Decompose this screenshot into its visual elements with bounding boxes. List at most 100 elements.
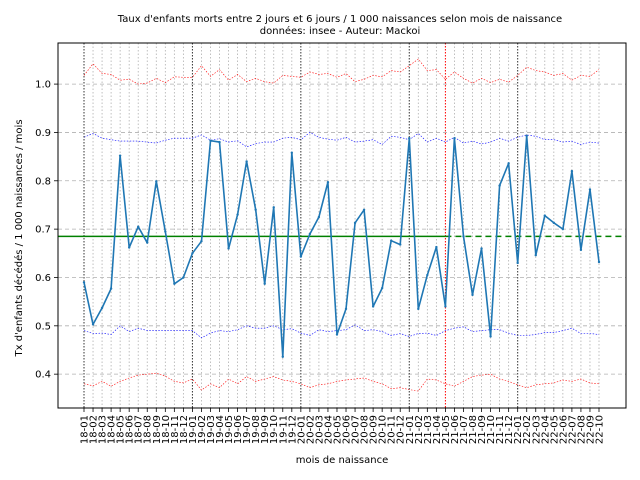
series-line-taux xyxy=(83,135,600,358)
band-line-borne-haute-95 xyxy=(83,132,600,148)
data-point xyxy=(426,273,429,277)
data-point xyxy=(516,261,519,265)
x-tick-label: 19-03 xyxy=(206,415,217,444)
data-point xyxy=(155,180,158,183)
x-tick-label: 19-01 xyxy=(188,415,199,444)
x-tick-label: 20-11 xyxy=(387,415,398,444)
data-point xyxy=(371,305,375,308)
x-tick-label: 22-07 xyxy=(567,415,578,444)
x-tick-label: 21-02 xyxy=(414,415,425,444)
x-tick-label: 21-08 xyxy=(468,415,479,444)
data-point xyxy=(444,305,447,308)
data-point xyxy=(417,307,420,311)
y-tick-label: 0.8 xyxy=(35,176,51,187)
x-tick-label: 18-09 xyxy=(152,415,163,444)
data-point xyxy=(100,306,104,310)
data-point xyxy=(209,139,212,142)
x-tick-label: 19-11 xyxy=(278,415,289,444)
x-tick-label: 19-05 xyxy=(224,415,235,444)
x-tick-label: 18-01 xyxy=(80,415,91,444)
x-tick-label: 20-06 xyxy=(342,415,353,444)
data-point xyxy=(227,247,230,250)
x-tick-label: 21-06 xyxy=(450,415,461,444)
x-tick-label: 20-05 xyxy=(332,415,343,444)
x-tick-label: 22-10 xyxy=(595,415,606,444)
data-point xyxy=(245,160,248,163)
x-tick-label: 20-04 xyxy=(323,415,334,444)
data-point xyxy=(218,140,221,144)
x-tick-label: 19-02 xyxy=(197,415,208,444)
x-tick-label: 19-06 xyxy=(233,415,244,444)
data-point xyxy=(118,154,122,157)
band-line-borne-basse-95 xyxy=(83,324,600,339)
data-point xyxy=(362,208,366,211)
data-point xyxy=(525,134,528,138)
data-point xyxy=(552,221,556,225)
data-point xyxy=(173,282,176,285)
x-tick-label: 18-06 xyxy=(125,415,136,444)
band-line-borne-basse-99 xyxy=(83,372,600,392)
chart-subtitle: données: insee - Auteur: Mackoi xyxy=(260,25,420,37)
data-point xyxy=(507,162,510,165)
x-tick-label: 22-05 xyxy=(549,415,560,444)
x-tick-label: 20-01 xyxy=(296,415,307,444)
data-point xyxy=(570,169,574,173)
data-point xyxy=(588,188,592,191)
reference-lines xyxy=(58,43,626,408)
x-tick-label: 19-12 xyxy=(287,415,298,444)
y-tick-label: 0.9 xyxy=(35,128,51,139)
band-line-borne-haute-99 xyxy=(83,58,600,85)
y-axis: 0.4 0.5 0.6 0.7 0.8 0.9 1.0 xyxy=(35,80,58,381)
data-point xyxy=(435,245,438,249)
data-point xyxy=(462,235,465,238)
series-layer xyxy=(82,134,601,358)
confidence-bands xyxy=(83,58,600,392)
y-tick-label: 0.7 xyxy=(35,225,51,236)
x-axis-label: mois de naissance xyxy=(296,455,389,466)
data-point xyxy=(534,254,537,257)
data-point xyxy=(480,247,483,250)
data-point xyxy=(380,286,384,290)
x-tick-label: 20-02 xyxy=(305,415,316,444)
x-tick-label: 20-07 xyxy=(351,415,362,444)
data-point xyxy=(317,215,321,219)
x-tick-label: 22-06 xyxy=(558,415,569,444)
data-point xyxy=(281,355,284,358)
data-point xyxy=(408,137,411,140)
data-point xyxy=(543,214,546,217)
x-tick-label: 21-11 xyxy=(495,415,506,444)
data-point xyxy=(182,276,185,279)
data-point xyxy=(109,287,113,290)
x-tick-label: 22-09 xyxy=(585,415,596,444)
data-point xyxy=(335,333,339,336)
x-tick-label: 18-04 xyxy=(107,415,118,444)
x-tick-label: 21-05 xyxy=(441,415,452,444)
data-point xyxy=(344,307,348,311)
data-point xyxy=(299,255,303,258)
x-tick-label: 18-02 xyxy=(89,415,100,444)
x-tick-label: 20-08 xyxy=(360,415,371,444)
x-tick-label: 18-05 xyxy=(116,415,127,444)
data-point xyxy=(597,260,601,264)
data-point xyxy=(127,246,131,249)
x-tick-label: 18-12 xyxy=(179,415,190,444)
data-point xyxy=(489,335,492,338)
plot-frame xyxy=(57,42,627,409)
x-tick-label: 21-04 xyxy=(432,415,443,444)
data-point xyxy=(236,213,239,216)
x-tick-label: 19-07 xyxy=(242,415,253,444)
data-point xyxy=(263,282,266,285)
x-tick-label: 20-03 xyxy=(314,415,325,444)
data-point xyxy=(146,241,149,244)
data-point xyxy=(191,252,194,255)
x-tick-label: 21-01 xyxy=(405,415,416,444)
x-tick-label: 18-03 xyxy=(98,415,109,444)
x-tick-label: 22-01 xyxy=(513,415,524,444)
data-point xyxy=(82,281,86,284)
x-tick-label: 21-12 xyxy=(504,415,515,444)
data-point xyxy=(272,206,275,209)
x-tick-label: 21-07 xyxy=(459,415,470,444)
x-tick-label: 20-12 xyxy=(396,415,407,444)
data-point xyxy=(91,323,95,326)
